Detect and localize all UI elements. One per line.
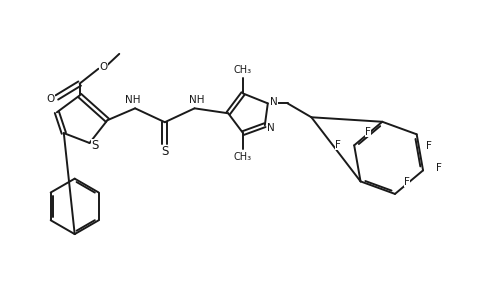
Text: N: N (267, 123, 275, 133)
Text: O: O (99, 62, 108, 72)
Text: F: F (366, 127, 372, 137)
Text: F: F (335, 140, 341, 150)
Text: F: F (436, 163, 442, 173)
Text: S: S (161, 145, 169, 158)
Text: NH: NH (189, 96, 204, 106)
Text: F: F (404, 177, 410, 187)
Text: O: O (47, 94, 55, 104)
Text: F: F (426, 141, 432, 151)
Text: CH₃: CH₃ (234, 65, 252, 75)
Text: N: N (270, 98, 278, 108)
Text: S: S (91, 140, 98, 152)
Text: NH: NH (125, 96, 141, 106)
Text: CH₃: CH₃ (234, 152, 252, 162)
